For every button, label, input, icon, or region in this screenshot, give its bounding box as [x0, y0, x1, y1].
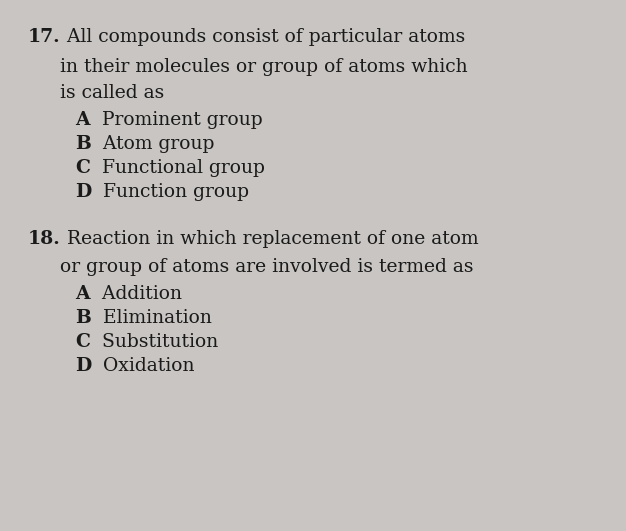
Text: B: B — [75, 309, 91, 327]
Text: D: D — [75, 183, 91, 201]
Text: Addition: Addition — [90, 285, 182, 303]
Text: Reaction in which replacement of one atom: Reaction in which replacement of one ato… — [61, 230, 478, 248]
Text: B: B — [75, 135, 91, 153]
Text: is called as: is called as — [60, 84, 164, 102]
Text: D: D — [75, 357, 91, 375]
Text: A: A — [75, 285, 90, 303]
Text: in their molecules or group of atoms which: in their molecules or group of atoms whi… — [60, 58, 468, 76]
Text: C: C — [75, 333, 90, 351]
Text: Elimination: Elimination — [91, 309, 212, 327]
Text: 17.: 17. — [28, 28, 61, 46]
Text: A: A — [75, 111, 90, 129]
Text: Substitution: Substitution — [90, 333, 218, 351]
Text: Prominent group: Prominent group — [90, 111, 262, 129]
Text: Functional group: Functional group — [90, 159, 265, 177]
Text: Atom group: Atom group — [91, 135, 214, 153]
Text: or group of atoms are involved is termed as: or group of atoms are involved is termed… — [60, 258, 473, 276]
Text: Oxidation: Oxidation — [91, 357, 195, 375]
Text: All compounds consist of particular atoms: All compounds consist of particular atom… — [61, 28, 465, 46]
Text: C: C — [75, 159, 90, 177]
Text: 18.: 18. — [28, 230, 61, 248]
Text: Function group: Function group — [91, 183, 249, 201]
